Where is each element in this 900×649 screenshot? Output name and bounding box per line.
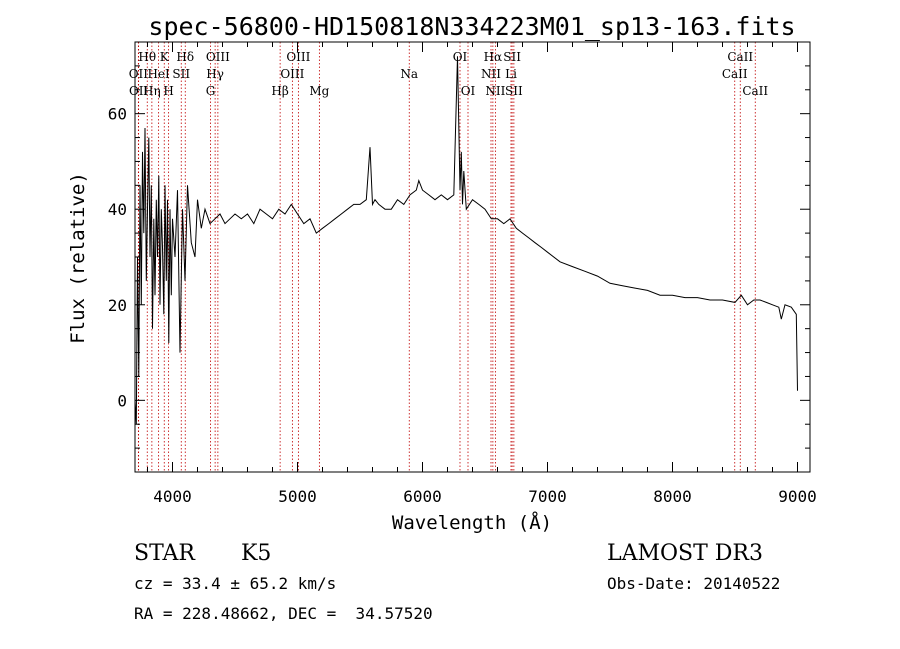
x-tick-label: 8000 xyxy=(653,487,692,506)
line-label: H xyxy=(163,84,173,98)
chart-title: spec-56800-HD150818N334223M01_sp13-163.f… xyxy=(148,12,795,41)
line-label: Hδ xyxy=(176,50,194,64)
line-label: G xyxy=(206,84,216,98)
line-label: Li xyxy=(505,67,517,81)
coordinates: RA = 228.48662, DEC = 34.57520 xyxy=(134,604,433,623)
emission-line-markers xyxy=(137,42,756,472)
line-label: SII xyxy=(503,50,521,64)
line-label: NII xyxy=(485,84,505,98)
y-axis-label: Flux (relative) xyxy=(67,172,89,344)
line-label: HeI xyxy=(147,67,170,81)
emission-line-labels: Hθ OII OII K HeI Hη Hδ SII H OIII Hγ G OIII OIII Hβ Mg N… xyxy=(129,50,769,98)
y-tick-label: 60 xyxy=(108,105,127,124)
line-label: OIII xyxy=(286,50,310,64)
line-label: SII xyxy=(505,84,523,98)
survey-name: LAMOST DR3 xyxy=(607,541,763,566)
y-tick-label: 0 xyxy=(117,391,127,410)
x-tick-label: 9000 xyxy=(778,487,817,506)
line-label: K xyxy=(160,50,170,64)
line-label: Mg xyxy=(309,84,329,98)
line-label: OIII xyxy=(206,50,230,64)
x-tick-label: 5000 xyxy=(278,487,317,506)
x-tick-label: 4000 xyxy=(153,487,192,506)
axis-ticks: 4000 5000 6000 7000 8000 9000 0 20 40 60 xyxy=(108,42,817,506)
line-label: NII xyxy=(481,67,501,81)
object-class: STAR xyxy=(134,541,195,566)
line-label: CaII xyxy=(722,67,748,81)
line-label: Hα xyxy=(484,50,503,64)
spectrum-line xyxy=(134,56,798,425)
x-axis-label: Wavelength (Å) xyxy=(392,511,552,534)
y-tick-label: 20 xyxy=(108,296,127,315)
line-label: Hβ xyxy=(271,84,288,98)
line-label: OII xyxy=(129,67,149,81)
line-label: Hθ xyxy=(138,50,156,64)
line-label: Na xyxy=(400,67,418,81)
observation-date: Obs-Date: 20140522 xyxy=(607,574,781,593)
x-tick-label: 7000 xyxy=(528,487,567,506)
line-label: OI xyxy=(453,50,468,64)
line-label: CaII xyxy=(742,84,768,98)
plot-frame xyxy=(134,41,811,473)
line-label: OI xyxy=(461,84,476,98)
line-label: OII xyxy=(129,84,149,98)
y-tick-label: 40 xyxy=(108,200,127,219)
redshift-velocity: cz = 33.4 ± 65.2 km/s xyxy=(134,574,337,593)
line-label: Hη xyxy=(143,84,161,98)
line-label: SII xyxy=(172,67,190,81)
line-label: CaII xyxy=(727,50,753,64)
x-tick-label: 6000 xyxy=(403,487,442,506)
line-label: OIII xyxy=(280,67,304,81)
line-label: Hγ xyxy=(206,67,224,81)
object-subclass: K5 xyxy=(241,541,272,566)
